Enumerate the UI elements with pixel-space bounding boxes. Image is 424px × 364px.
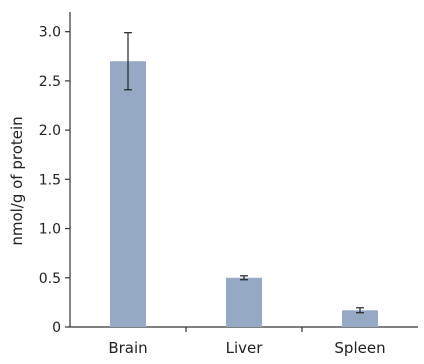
- y-axis-title: nmol/g of protein: [8, 116, 26, 245]
- y-tick-label: 2.5: [39, 74, 61, 90]
- x-category-label: Liver: [226, 339, 264, 357]
- x-category-label: Brain: [108, 339, 147, 357]
- bars: [110, 61, 378, 327]
- y-tick-label: 2.0: [39, 123, 61, 139]
- error-bars: [124, 32, 364, 314]
- y-axis: 0 0.5 1.0 1.5 2.0 2.5 3.0: [39, 12, 71, 336]
- y-tick-label: 3.0: [39, 25, 61, 41]
- y-tick-label: 0.5: [39, 271, 61, 287]
- x-axis: Brain Liver Spleen: [70, 326, 418, 357]
- bar-brain: [110, 61, 146, 327]
- y-tick-label: 1.5: [39, 172, 61, 188]
- x-category-label: Spleen: [334, 339, 385, 357]
- y-tick-label: 0: [52, 320, 61, 336]
- y-tick-label: 1.0: [39, 222, 61, 238]
- bar-spleen: [342, 310, 378, 327]
- bar-liver: [226, 277, 262, 327]
